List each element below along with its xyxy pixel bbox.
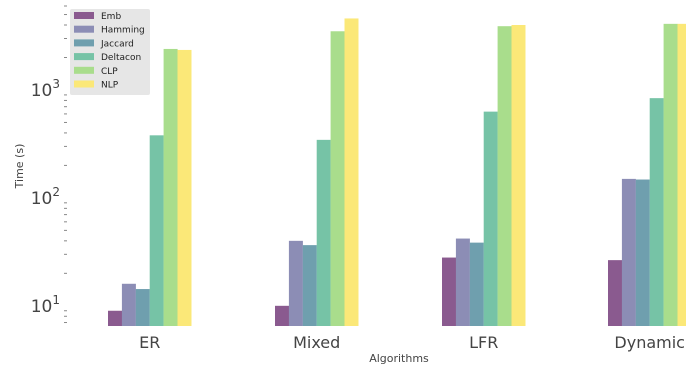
bar-deltacon-lfr — [483, 111, 498, 326]
y-tick-exponent: 2 — [52, 185, 60, 199]
bar-jaccard-mixed — [302, 245, 317, 326]
legend-swatch — [74, 53, 94, 61]
y-axis-title: Time (s) — [13, 144, 26, 190]
y-tick-label: 101 — [31, 293, 60, 317]
bar-nlp-lfr — [511, 25, 526, 326]
bar-hamming-lfr — [455, 238, 470, 326]
bar-emb-er — [108, 310, 122, 326]
bar-deltacon-er — [149, 135, 164, 326]
bar-emb-mixed — [275, 305, 289, 326]
y-tick-exponent: 1 — [52, 293, 60, 307]
bar-hamming-dynamic — [621, 178, 636, 326]
bar-nlp-er — [177, 49, 192, 326]
bar-emb-dynamic — [608, 260, 622, 326]
y-tick-label: 102 — [31, 185, 60, 209]
bar-jaccard-lfr — [469, 242, 484, 326]
x-tick-label: Mixed — [293, 333, 340, 352]
legend-swatch — [74, 66, 94, 74]
y-tick-base: 10 — [31, 297, 53, 317]
bar-deltacon-dynamic — [649, 98, 664, 326]
legend-swatch — [74, 12, 94, 19]
y-tick-exponent: 3 — [52, 77, 60, 91]
bar-clp-dynamic — [663, 23, 678, 326]
x-tick-label: ER — [139, 333, 160, 352]
y-tick-base: 10 — [31, 189, 53, 209]
x-tick-labels: ER Mixed LFR Dynamic — [139, 333, 685, 352]
bar-jaccard-dynamic — [635, 179, 650, 326]
bar-nlp-dynamic — [677, 23, 686, 326]
legend: Emb Hamming Jaccard Deltacon CLP NLP — [70, 9, 150, 95]
legend-label: Deltacon — [101, 53, 141, 63]
bar-clp-mixed — [330, 31, 345, 326]
bar-clp-er — [163, 48, 178, 326]
y-minor-ticks — [64, 5, 67, 324]
legend-label: Hamming — [101, 26, 145, 36]
x-tick-label: Dynamic — [614, 333, 685, 352]
bar-clp-lfr — [497, 26, 512, 327]
y-tick-base: 10 — [31, 81, 53, 101]
x-tick-label: LFR — [469, 333, 498, 352]
legend-swatch — [74, 80, 94, 88]
bar-deltacon-mixed — [316, 139, 331, 326]
y-tick-label: 103 — [31, 77, 60, 101]
bar-jaccard-er — [135, 289, 150, 326]
legend-label: CLP — [101, 67, 118, 77]
bar-hamming-mixed — [288, 240, 303, 326]
bar-hamming-er — [121, 283, 136, 326]
legend-label: Emb — [101, 12, 121, 22]
bar-nlp-mixed — [344, 18, 359, 326]
legend-label: NLP — [101, 81, 119, 91]
bar-emb-lfr — [442, 257, 456, 326]
legend-swatch — [74, 25, 94, 33]
legend-label: Jaccard — [100, 39, 134, 49]
x-axis-title: Algorithms — [369, 352, 429, 365]
bars-group — [108, 18, 686, 327]
legend-swatch — [74, 39, 94, 47]
